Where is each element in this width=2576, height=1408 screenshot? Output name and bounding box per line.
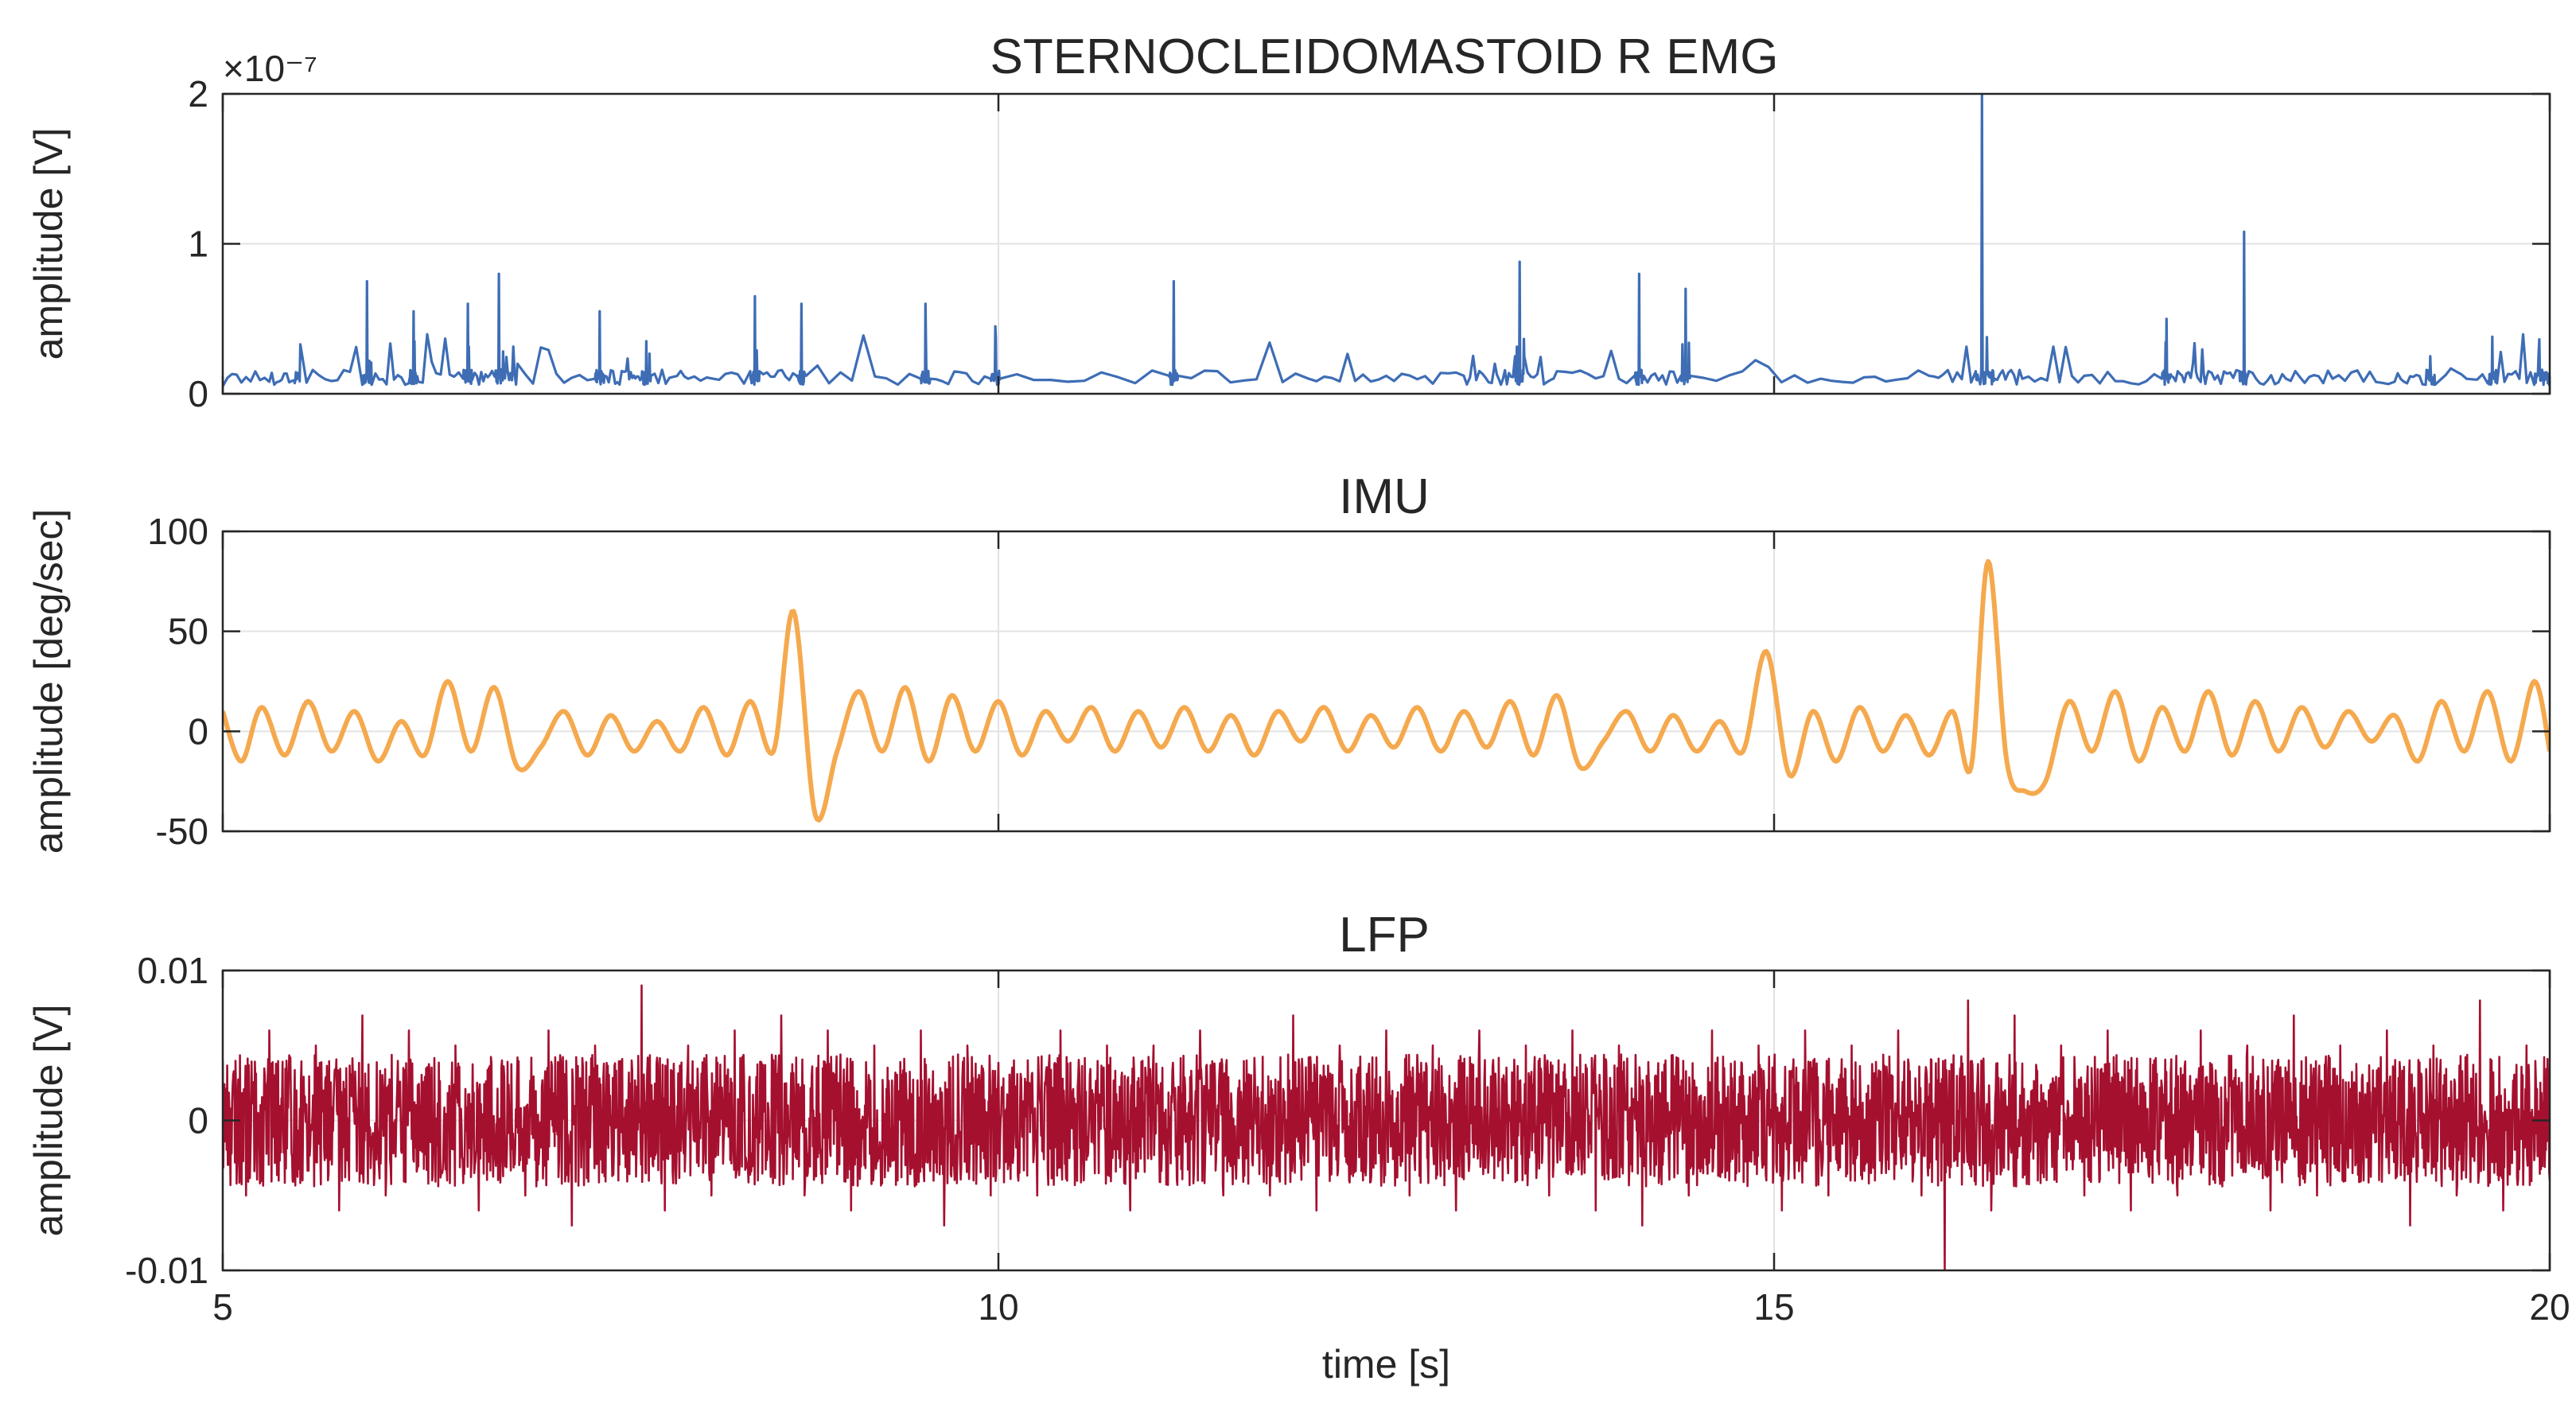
y-ticks: -50 0 50 100 [147,511,2550,852]
series-marks [223,984,2550,1270]
panel-title: STERNOCLEIDOMASTOID R EMG [990,29,1779,84]
panel-title: IMU [1339,469,1430,524]
y-tick-label-1: 1 [188,224,208,265]
x-tick-label-1: 10 [978,1286,1018,1328]
series-marks [223,558,2550,823]
x-axis-label: time [s] [1322,1342,1450,1387]
series-line-0 [223,94,2550,387]
y-axis-label: amplitude [V] [26,1005,71,1237]
x-tick-label-0: 5 [212,1286,233,1328]
x-ticks: 5 10 15 20 [212,970,2570,1328]
x-tick-label-3: 20 [2529,1286,2570,1328]
y-tick-label-1: 0 [188,710,208,752]
y-tick-label-2: 2 [188,73,208,115]
y-axis-label: amplitude [V] [26,128,71,360]
y-exponent-label: ×10⁻⁷ [223,48,317,89]
panel-imu: IMU -50 0 50 100 amplitude [deg/sec] [26,469,2551,854]
y-tick-label-0: -50 [156,811,208,852]
y-axis-label: amplitude [deg/sec] [26,509,71,854]
series-line-0 [223,558,2550,823]
y-tick-label-3: 100 [147,511,208,552]
y-tick-label-1: 0 [188,1100,208,1142]
x-ticks [221,94,2551,394]
y-tick-label-0: -0.01 [125,1250,208,1291]
panel-emg: STERNOCLEIDOMASTOID R EMG ×10⁻⁷ 0 1 2 ampl… [26,29,2551,414]
y-tick-label-2: 0.01 [137,950,208,991]
panel-lfp: LFP -0.01 0 0.01 5 10 15 20 amplitude [V] tim… [26,908,2570,1387]
y-ticks: 0 1 2 [188,73,2550,414]
plot-frame [221,530,2551,833]
y-tick-label-2: 50 [168,611,208,652]
y-ticks: -0.01 0 0.01 [125,950,2550,1291]
panel-title: LFP [1339,908,1430,963]
series-marks [223,94,2550,387]
series-line-0 [223,984,2550,1270]
x-tick-label-2: 15 [1753,1286,1794,1328]
y-tick-label-0: 0 [188,373,208,414]
x-ticks [221,531,2551,831]
